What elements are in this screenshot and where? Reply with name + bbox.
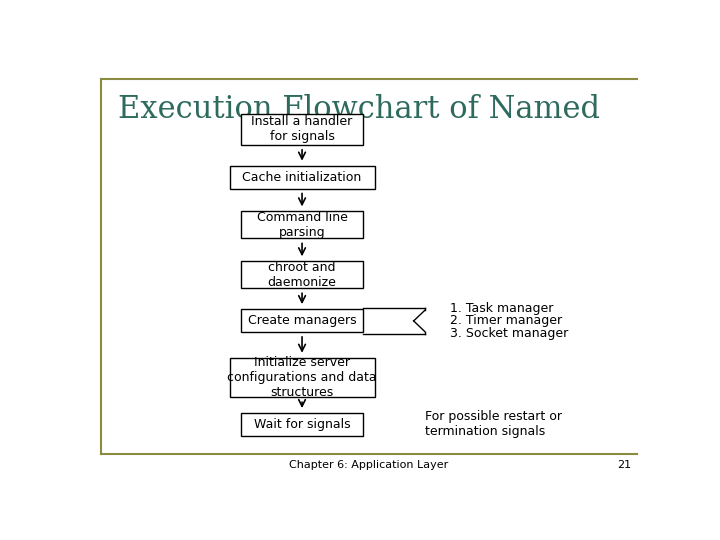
Text: Wait for signals: Wait for signals <box>253 418 351 431</box>
Text: Chapter 6: Application Layer: Chapter 6: Application Layer <box>289 460 449 470</box>
Text: For possible restart or
termination signals: For possible restart or termination sign… <box>425 410 562 438</box>
FancyBboxPatch shape <box>240 211 364 238</box>
Text: chroot and
daemonize: chroot and daemonize <box>268 261 336 289</box>
Text: Install a handler
for signals: Install a handler for signals <box>251 115 353 143</box>
Text: 3. Socket manager: 3. Socket manager <box>450 327 568 340</box>
FancyBboxPatch shape <box>230 166 374 188</box>
FancyBboxPatch shape <box>230 357 374 397</box>
Text: Command line
parsing: Command line parsing <box>256 211 348 239</box>
Text: Initialize server
configurations and data
structures: Initialize server configurations and dat… <box>228 356 377 399</box>
Text: 2. Timer manager: 2. Timer manager <box>450 314 562 327</box>
FancyBboxPatch shape <box>240 261 364 288</box>
Text: 21: 21 <box>617 460 631 470</box>
FancyBboxPatch shape <box>240 309 364 332</box>
Text: Cache initialization: Cache initialization <box>243 171 361 184</box>
Text: Execution Flowchart of Named: Execution Flowchart of Named <box>118 94 600 125</box>
FancyBboxPatch shape <box>240 413 364 436</box>
Text: 1. Task manager: 1. Task manager <box>450 301 553 314</box>
FancyBboxPatch shape <box>240 113 364 145</box>
Text: Create managers: Create managers <box>248 314 356 327</box>
